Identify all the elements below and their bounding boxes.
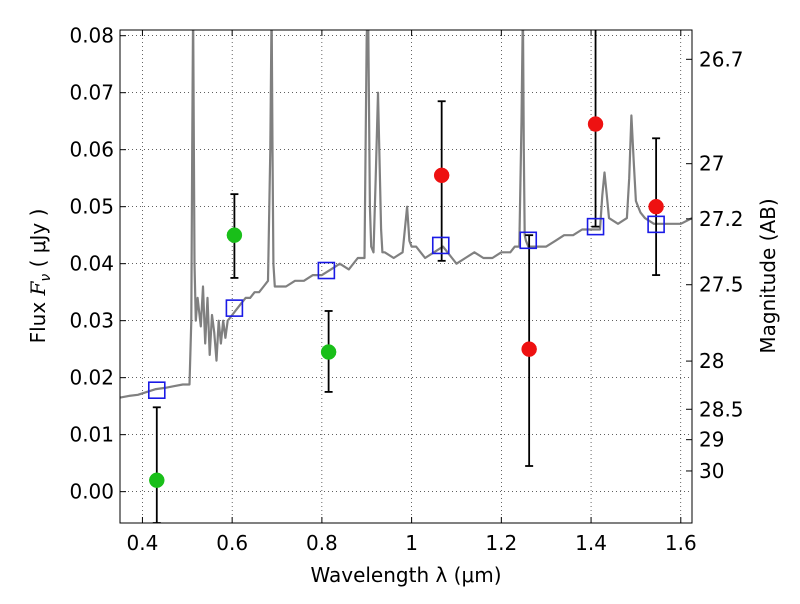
plot-frame (119, 29, 693, 524)
x-tick-label: 1.2 (485, 531, 517, 555)
y2-tick-label: 27.5 (699, 273, 744, 297)
spectrum-line (120, 30, 692, 399)
y-axis-label-prefix: Flux (26, 295, 50, 343)
y2-tick-label: 30 (699, 459, 724, 483)
x-axis-label: Wavelength λ (μm) (310, 563, 501, 587)
green-point (320, 344, 337, 360)
y2-tick-label: 29 (699, 428, 724, 452)
y-tick-label: 0.00 (69, 480, 114, 504)
y-tick-label: 0.06 (69, 138, 114, 162)
y2-tick-label: 27 (699, 152, 724, 176)
green-point (226, 227, 243, 243)
red-point (587, 116, 604, 132)
model-square (317, 261, 336, 280)
red-point (433, 167, 450, 184)
y-axis-label-symbol: F (26, 280, 50, 296)
y-tick-label: 0.08 (69, 24, 114, 48)
y-tick-label: 0.03 (69, 309, 114, 333)
y-axis-label: Flux Fν ( μJy ) (26, 209, 54, 344)
x-tick-label: 0.4 (127, 531, 159, 555)
y-axis-label-suffix: ( μJy ) (26, 209, 50, 274)
y2-tick-label: 28 (699, 349, 724, 373)
y-axis-label-subscript: ν (38, 274, 54, 282)
y2-tick-label: 27.2 (699, 207, 744, 231)
model-square (519, 231, 538, 250)
y-tick-label: 0.05 (69, 195, 114, 219)
y2-axis-label: Magnitude (AB) (756, 198, 780, 353)
red-point (521, 341, 537, 357)
model-square (586, 217, 605, 236)
grid-lines (120, 30, 692, 523)
y2-tick-label: 26.7 (699, 47, 744, 71)
y-tick-label: 0.04 (69, 252, 114, 276)
y2-tick-label: 28.5 (699, 397, 744, 421)
x-tick-label: 0.6 (216, 531, 248, 555)
x-tick-label: 1.6 (665, 531, 697, 555)
green-point (149, 472, 165, 489)
x-tick-label: 0.8 (306, 531, 338, 555)
red-point (648, 198, 664, 215)
y-tick-label: 0.02 (69, 366, 114, 390)
y-tick-label: 0.07 (69, 81, 114, 105)
axis-ticks: 0.4 0.6 0.8 1 1.2 1.4 1.6 0.00 0.01 0.02 0.03 0.04 0… (69, 24, 743, 555)
x-tick-label: 1 (405, 531, 418, 555)
x-tick-label: 1.4 (575, 531, 607, 555)
model-square (225, 299, 244, 317)
model-square (431, 236, 450, 255)
model-square (147, 381, 166, 400)
y-tick-label: 0.01 (69, 423, 114, 447)
model-square (647, 215, 665, 234)
data-layer (120, 30, 692, 523)
